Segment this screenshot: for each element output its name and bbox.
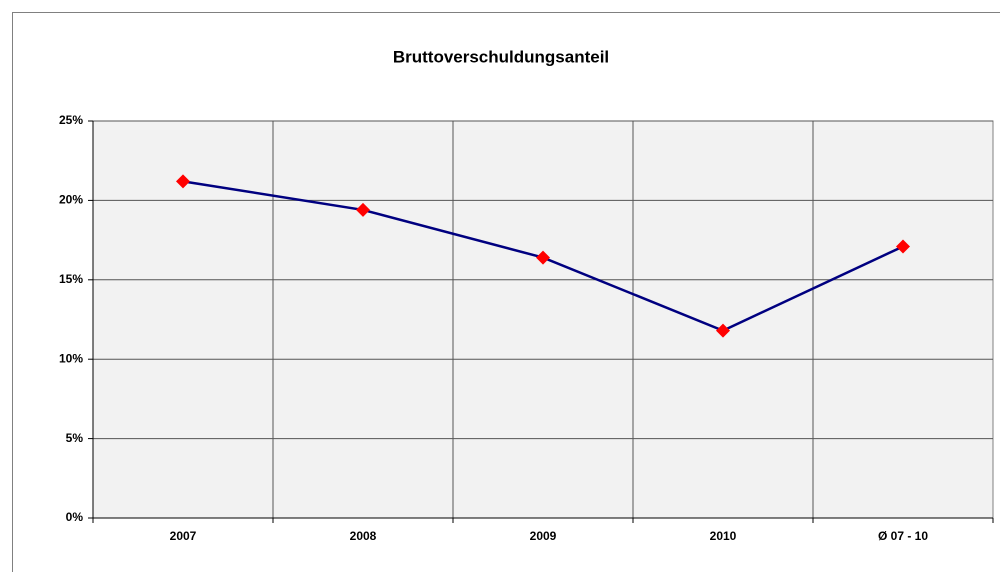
x-tick-label: 2009	[530, 529, 557, 543]
x-tick-label: Ø 07 - 10	[878, 529, 928, 543]
data-marker	[536, 250, 550, 265]
data-marker	[356, 202, 370, 217]
x-tick-label: 2010	[710, 529, 737, 543]
y-tick-label: 10%	[59, 351, 83, 365]
y-tick-label: 15%	[59, 272, 83, 286]
y-tick-label: 20%	[59, 193, 83, 207]
x-tick-label: 2008	[350, 529, 377, 543]
x-tick-label: 2007	[170, 529, 197, 543]
data-marker	[896, 239, 910, 254]
y-tick-label: 5%	[66, 431, 84, 445]
data-marker	[716, 323, 730, 338]
data-marker	[176, 174, 190, 189]
y-tick-label: 25%	[59, 113, 83, 127]
y-tick-label: 0%	[66, 510, 84, 524]
chart-title: Bruttoverschuldungsanteil	[393, 47, 609, 66]
plot-area	[92, 120, 994, 519]
